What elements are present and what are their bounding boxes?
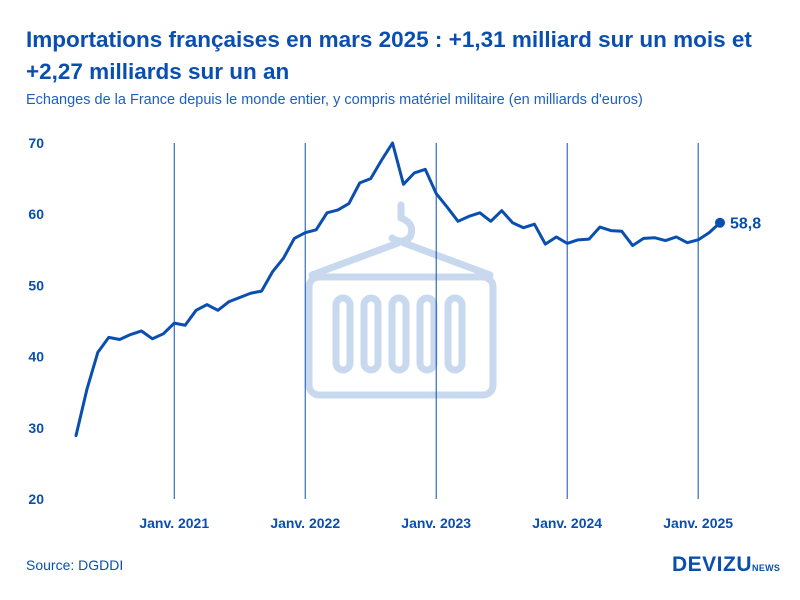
y-tick-label: 50	[28, 277, 44, 293]
x-tick-label: Janv. 2025	[663, 515, 733, 531]
watermark-slot	[388, 294, 410, 374]
chart-title: Importations françaises en mars 2025 : +…	[26, 27, 752, 84]
watermark-hook	[388, 201, 416, 245]
x-tick-label: Janv. 2022	[270, 515, 340, 531]
x-tick-label: Janv. 2023	[401, 515, 471, 531]
end-value-label: 58,8	[730, 216, 761, 233]
logo-sub-text: NEWS	[752, 563, 781, 573]
y-tick-label: 60	[28, 206, 44, 222]
watermark-container	[305, 273, 497, 399]
y-tick-label: 20	[28, 491, 44, 507]
watermark-slot	[444, 294, 466, 374]
watermark-slings	[308, 239, 494, 279]
x-tick-label: Janv. 2024	[532, 515, 602, 531]
source-note: Source: DGDDI	[26, 557, 124, 573]
x-tick-label: Janv. 2021	[139, 515, 209, 531]
y-tick-label: 40	[28, 349, 44, 365]
end-point-marker	[715, 217, 725, 228]
watermark-slot	[416, 294, 438, 374]
brand-logo: DEVIZUNEWS	[672, 553, 780, 577]
container-hook-icon	[305, 201, 497, 399]
watermark-slot	[360, 294, 382, 374]
logo-main-text: DEVIZU	[672, 553, 753, 576]
y-tick-label: 30	[28, 420, 44, 436]
y-tick-label: 70	[28, 135, 44, 151]
watermark-slot	[332, 294, 354, 374]
chart-subtitle: Echanges de la France depuis le monde en…	[26, 92, 643, 108]
series-line-importations	[74, 141, 722, 438]
